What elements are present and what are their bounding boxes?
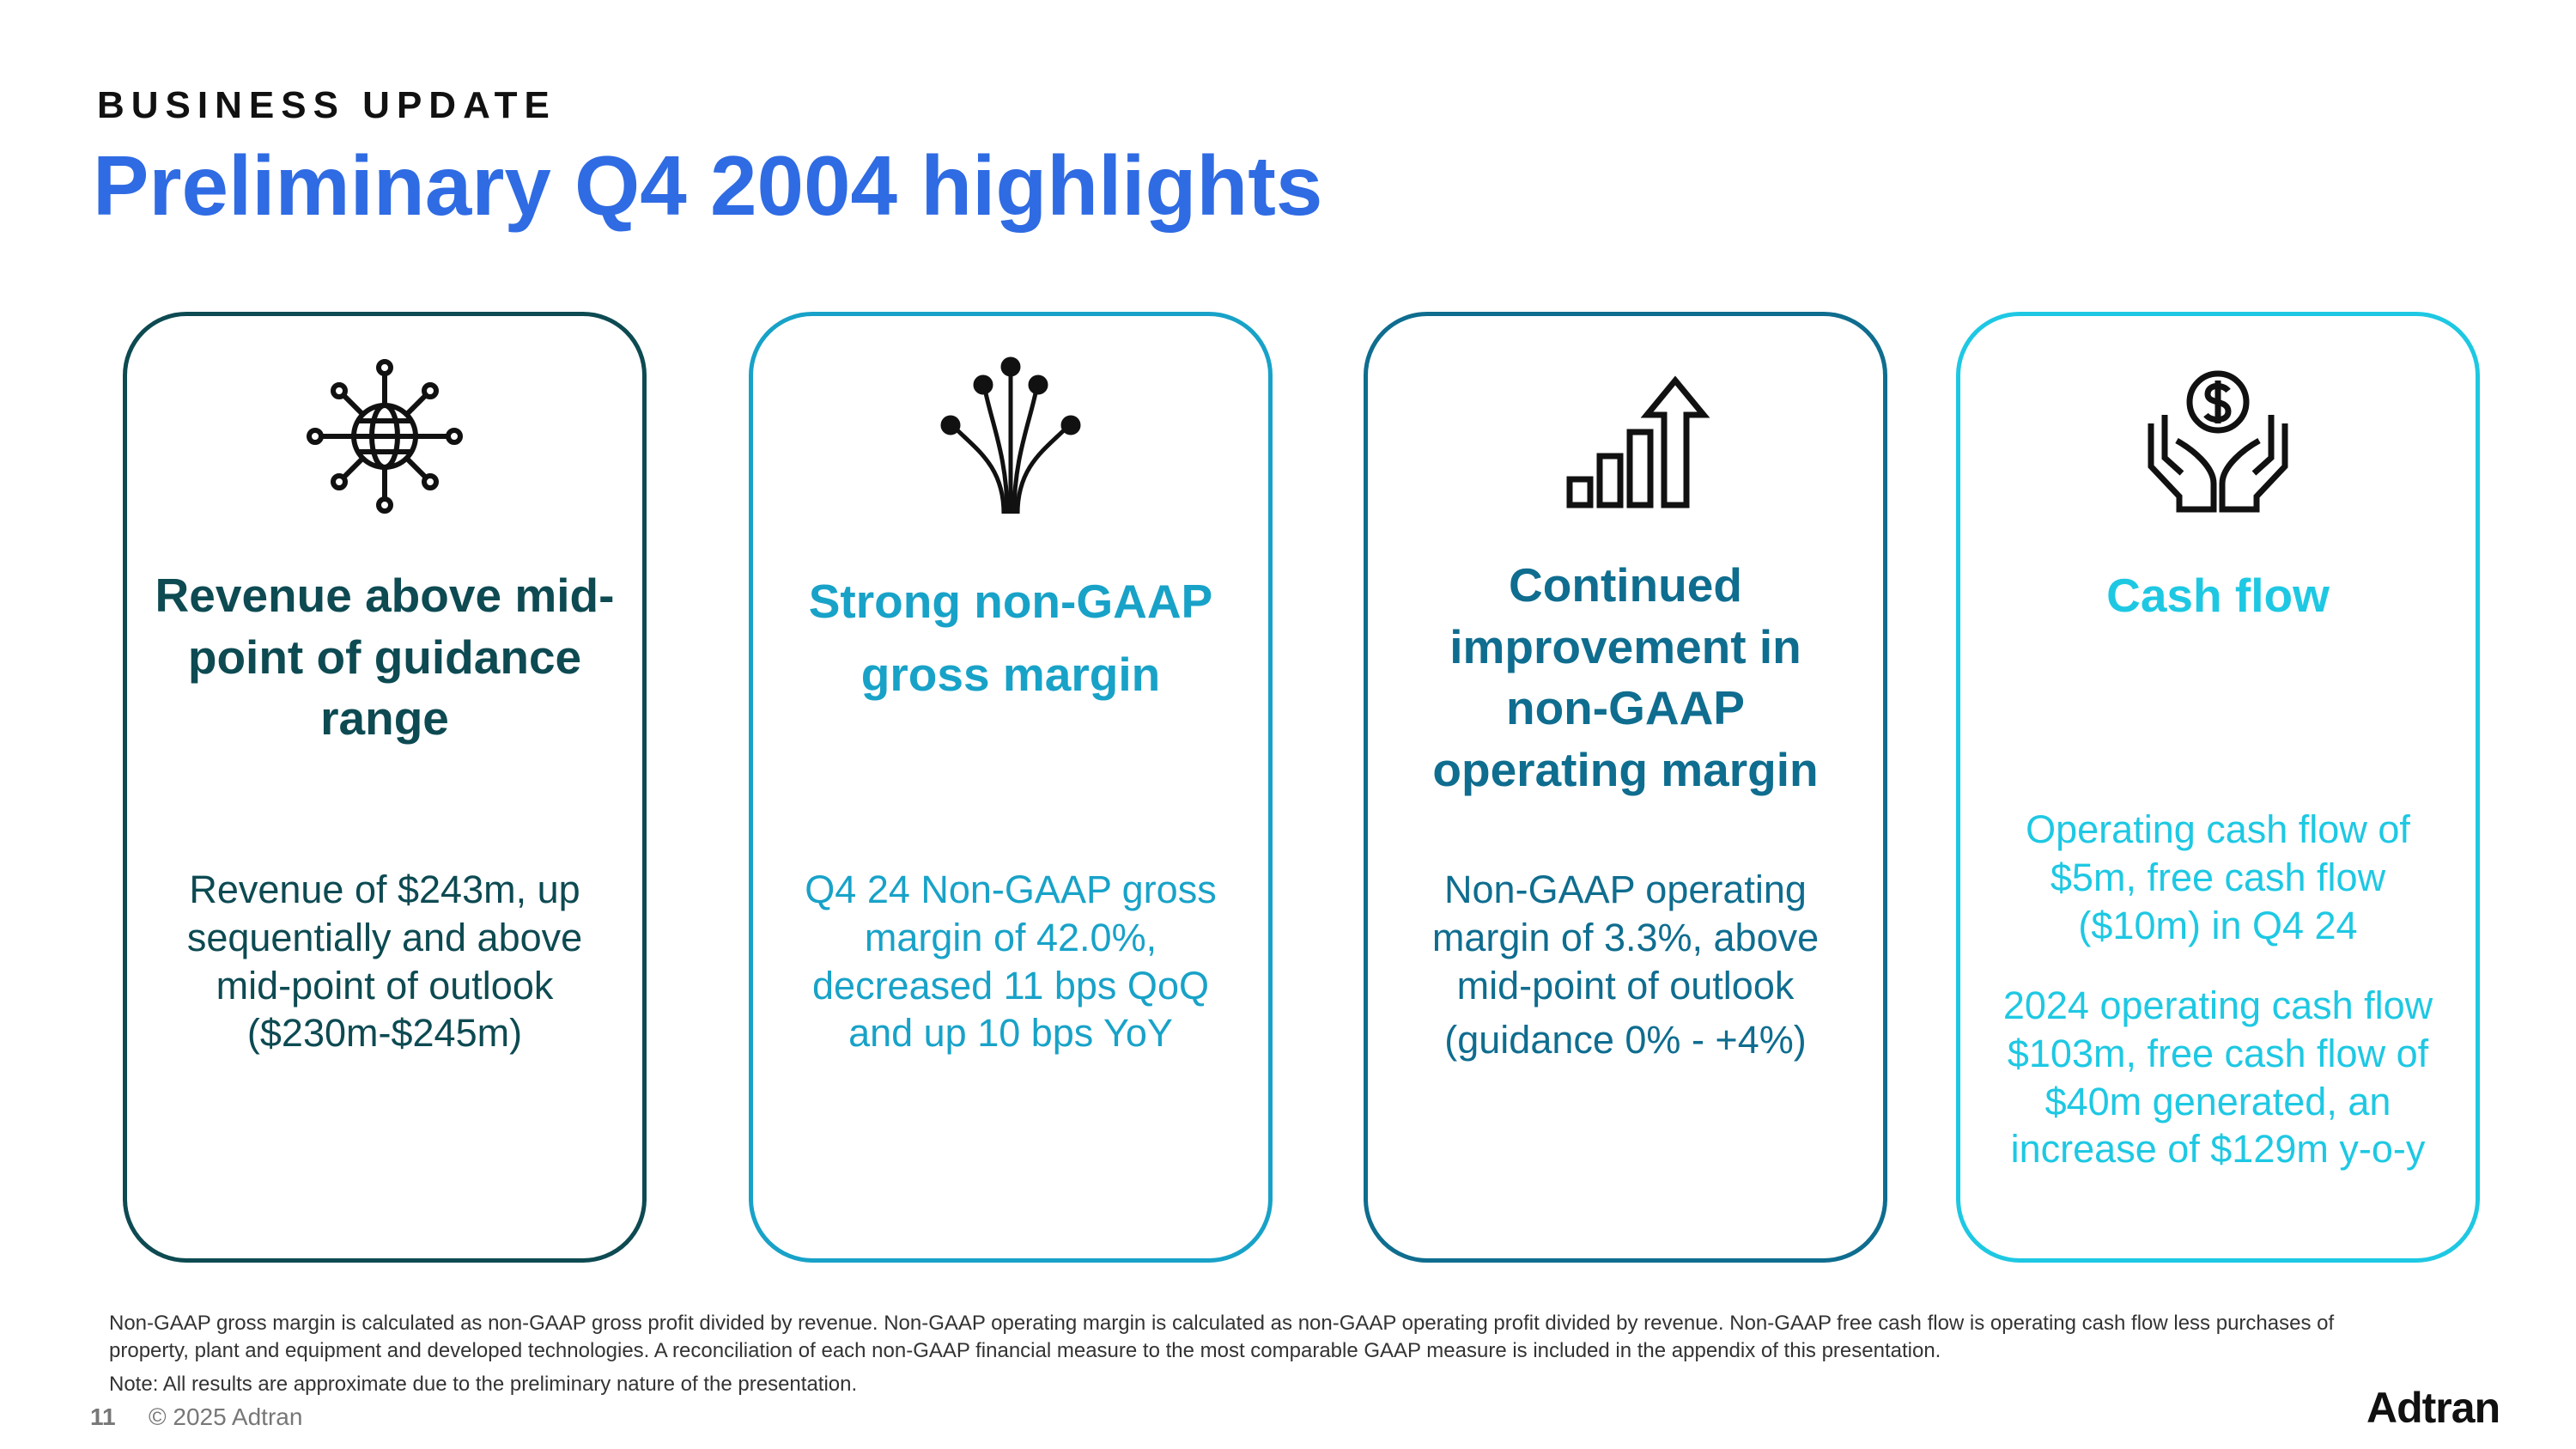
card-gross-margin: Strong non-GAAP gross margin Q4 24 Non-G… (749, 312, 1273, 1263)
card-operating-margin: Continued improvement in non-GAAP operat… (1364, 312, 1887, 1263)
section-eyebrow: BUSINESS UPDATE (97, 84, 556, 126)
fiber-optic-icon (753, 355, 1268, 518)
card-heading: Revenue above mid-point of guidance rang… (155, 569, 615, 745)
copyright: © 2025 Adtran (149, 1403, 303, 1430)
card-body: Revenue of $243m, up sequentially and ab… (186, 868, 583, 1056)
footnote: Non-GAAP gross margin is calculated as n… (109, 1312, 2335, 1362)
card-body: Q4 24 Non-GAAP gross margin of 42.0%, de… (805, 868, 1217, 1056)
page-number: 11 (90, 1403, 116, 1430)
card-body: Operating cash flow of $5m, free cash fl… (2026, 807, 2410, 947)
card-body: Non-GAAP operating margin of 3.3%, above… (1431, 868, 1820, 1008)
page-title: Preliminary Q4 2004 highlights (93, 138, 1323, 233)
card-body-note: (guidance 0% - +4%) (1444, 1018, 1807, 1062)
adtran-logo: Adtran (2366, 1384, 2500, 1432)
card-heading: Continued improvement in non-GAAP operat… (1432, 558, 1819, 796)
card-heading: Cash flow (2106, 569, 2330, 622)
card-cash-flow: Cash flow Operating cash flow of $5m, fr… (1956, 312, 2480, 1263)
note: Note: All results are approximate due to… (109, 1373, 858, 1396)
global-network-icon (127, 355, 642, 518)
card-body-annual: 2024 operating cash flow $103m, free cas… (2002, 983, 2433, 1172)
growth-chart-icon (1368, 355, 1883, 518)
card-heading: Strong non-GAAP gross margin (808, 575, 1213, 702)
hands-dollar-icon (1960, 355, 2476, 518)
card-revenue: Revenue above mid-point of guidance rang… (123, 312, 647, 1263)
